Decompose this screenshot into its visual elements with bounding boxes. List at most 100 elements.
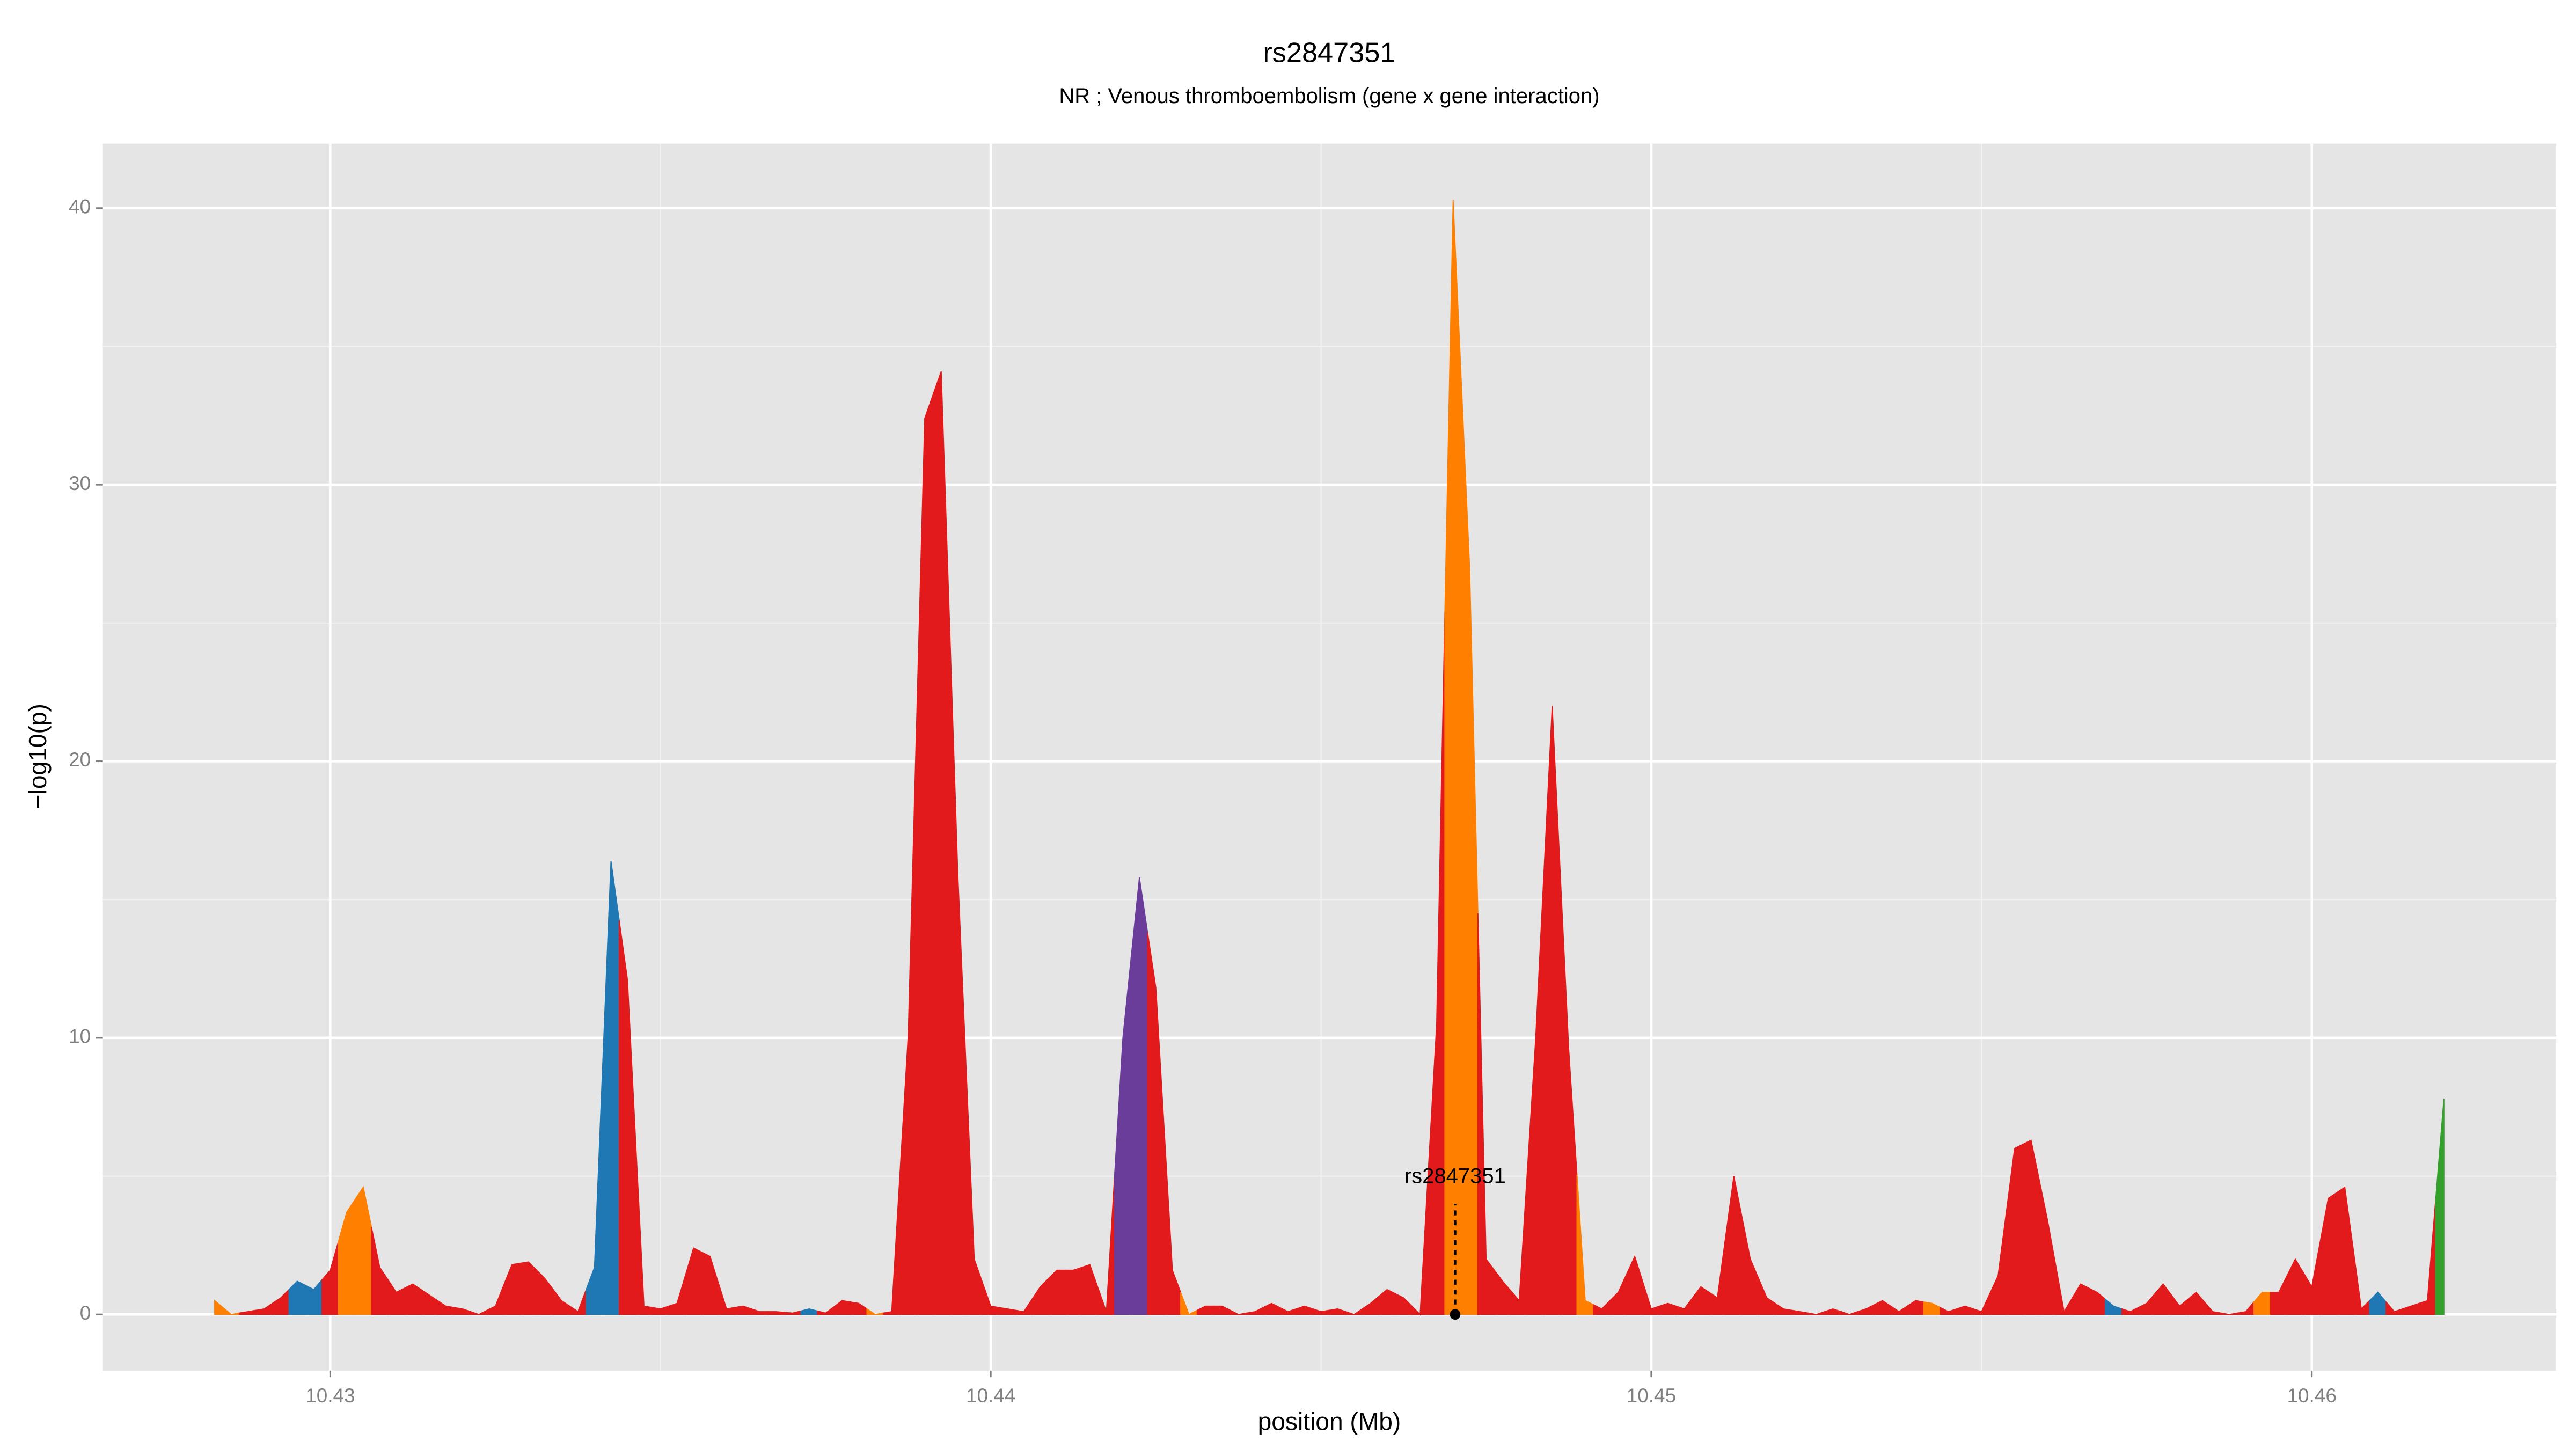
area-segment (1824, 1308, 1842, 1315)
area-segment (1874, 1300, 1891, 1315)
area-segment (1015, 1297, 1033, 1315)
area-segment (2253, 1292, 2271, 1315)
area-segment (255, 1302, 273, 1315)
area-segment (272, 1288, 290, 1315)
area-segment (1395, 1293, 1413, 1315)
area-segment (1114, 957, 1132, 1315)
area-segment (932, 371, 950, 1315)
grid (102, 143, 2557, 1371)
area-segment (1081, 1264, 1099, 1315)
area-segment (1807, 1311, 1825, 1315)
area-segment (1675, 1296, 1693, 1315)
area-segment (1296, 1305, 1314, 1315)
area-segment (1973, 1293, 1990, 1315)
annotation-label: rs2847351 (1404, 1164, 1506, 1188)
area-segment (1510, 1169, 1528, 1315)
area-segment (486, 1285, 504, 1315)
area-segment (2022, 1139, 2040, 1315)
area-segment (1378, 1289, 1396, 1315)
area-segment (618, 920, 636, 1315)
area-segment (1196, 1305, 1214, 1315)
area-segment (1576, 1174, 1594, 1315)
area-segment (2270, 1275, 2288, 1315)
area-segment (2006, 1143, 2024, 1315)
area-segment (387, 1278, 405, 1315)
area-segment (1989, 1212, 2007, 1315)
area-segment (552, 1288, 570, 1315)
area-segment (288, 1280, 306, 1315)
area-segment (371, 1227, 389, 1315)
area-segment (1791, 1309, 1809, 1315)
y-tick-label: 0 (80, 1302, 91, 1324)
area-segment (1230, 1309, 1247, 1315)
y-axis-label: −log10(p) (24, 704, 52, 809)
area-segment (2121, 1306, 2139, 1315)
plot-background (102, 143, 2557, 1371)
area-segment (1609, 1274, 1627, 1315)
area-segment (1411, 1169, 1429, 1316)
area-segment (2187, 1291, 2205, 1315)
area-segment (1940, 1306, 1958, 1315)
y-tick-label: 20 (69, 749, 91, 771)
area-segment (437, 1299, 455, 1315)
area-segment (470, 1309, 488, 1315)
area-segment (2154, 1283, 2172, 1315)
chart-title: rs2847351 (1263, 37, 1395, 68)
area-segment (1626, 1255, 1644, 1315)
area-segment (1527, 872, 1545, 1315)
area-segment (850, 1301, 868, 1315)
y-tick-label: 40 (69, 196, 91, 218)
overlay: rs2847351 (1404, 1164, 1506, 1320)
area-segment (965, 1065, 983, 1315)
area-segment (982, 1282, 1000, 1315)
marks (214, 200, 2445, 1316)
area-segment (569, 1289, 587, 1315)
area-segment (338, 1198, 356, 1315)
area-segment (2088, 1287, 2106, 1315)
area-segment (701, 1251, 719, 1315)
area-segment (635, 1143, 653, 1315)
area-segment (2204, 1300, 2222, 1315)
area-segment (1477, 913, 1495, 1315)
area-segment (1857, 1304, 1875, 1315)
area-segment (2369, 1291, 2387, 1315)
area-segment (602, 860, 620, 1315)
area-segment (1180, 1292, 1198, 1315)
area-segment (866, 1308, 884, 1315)
area-segment (2303, 1242, 2321, 1315)
area-segment (784, 1310, 802, 1315)
area-segment (420, 1289, 438, 1315)
area-segment (2055, 1265, 2073, 1315)
area-segment (2039, 1180, 2057, 1315)
area-segment (2171, 1293, 2189, 1315)
annotation-point (1450, 1309, 1461, 1320)
area-segment (998, 1307, 1016, 1315)
x-tick-label: 10.44 (966, 1385, 1015, 1407)
area-segment (1774, 1302, 1792, 1315)
area-segment (916, 394, 934, 1315)
area-segment (503, 1262, 521, 1315)
area-segment (668, 1275, 686, 1315)
area-segment (1262, 1302, 1280, 1315)
area-segment (1758, 1278, 1776, 1315)
area-segment (1708, 1236, 1726, 1315)
area-segment (685, 1247, 702, 1315)
area-segment (586, 1064, 603, 1315)
area-segment (536, 1269, 554, 1315)
area-segment (1840, 1311, 1858, 1315)
area-segment (519, 1261, 537, 1315)
area-segment (652, 1305, 670, 1315)
area-segment (1560, 877, 1578, 1315)
area-segment (817, 1306, 835, 1315)
area-segment (734, 1305, 752, 1315)
area-segment (1345, 1308, 1363, 1315)
area-segment (1246, 1306, 1264, 1315)
area-segment (1725, 1176, 1743, 1315)
area-segment (1461, 383, 1479, 1315)
area-segment (1642, 1282, 1660, 1315)
area-segment (453, 1307, 471, 1315)
area-segment (1906, 1300, 1924, 1315)
area-segment (2336, 1186, 2354, 1315)
